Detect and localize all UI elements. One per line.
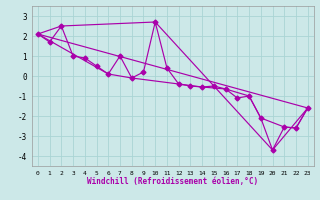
X-axis label: Windchill (Refroidissement éolien,°C): Windchill (Refroidissement éolien,°C) [87, 177, 258, 186]
